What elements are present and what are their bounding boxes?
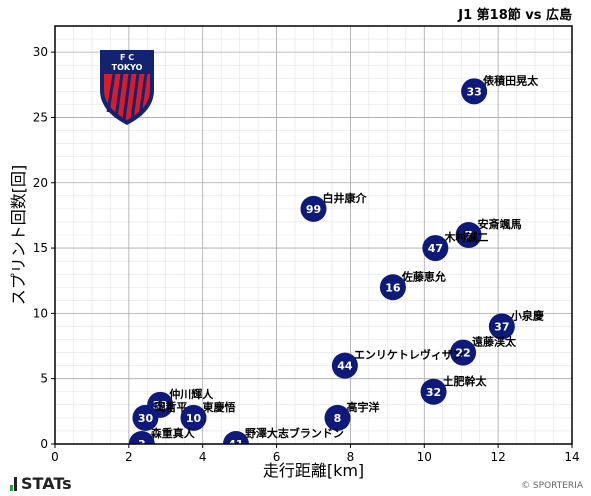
player-name-label: 仲川輝人: [169, 387, 214, 401]
y-axis-ticks: 0 5 10 15 20 25 30: [33, 45, 55, 451]
y-axis-label: スプリント回数[回]: [9, 165, 28, 306]
bar-chart-icon: [10, 476, 17, 491]
player-name-label: 小泉慶: [510, 308, 544, 322]
player-number-label: 44: [337, 360, 353, 373]
player-marker: [222, 431, 249, 444]
y-tick-label: 30: [33, 45, 48, 59]
x-tick-label: 4: [199, 450, 207, 464]
player-name-label: 佐藤恵允: [401, 269, 446, 283]
brand-name: STATs: [21, 474, 72, 493]
player-marker: [132, 404, 159, 431]
player-number-label: 16: [385, 281, 401, 294]
x-tick-label: 14: [564, 450, 579, 464]
player-name-label: 東慶悟: [202, 400, 235, 414]
data-points: 俵積田晃太33白井康介99安斎颯馬7木村誠二47佐藤恵允16小泉慶37遠藤渓太2…: [128, 73, 544, 451]
player-name-label: 野澤大志ブランドン: [245, 426, 344, 440]
y-tick-label: 10: [33, 306, 48, 320]
player-marker: [455, 222, 482, 248]
stats-brand: STATs: [10, 474, 72, 493]
x-tick-label: 6: [273, 450, 281, 464]
player-number-label: 10: [186, 412, 202, 425]
player-name-label: 遠藤渓太: [472, 335, 517, 349]
player-number-label: 7: [465, 229, 473, 242]
player-number-label: 22: [455, 347, 470, 360]
y-tick-label: 15: [33, 241, 48, 255]
player-number-label: 41: [228, 438, 243, 451]
player-point-8: 高宇洋 8: [324, 400, 380, 431]
logo-letters-mid: TOKYO: [112, 63, 143, 72]
copyright-credit: © SPORTERIA: [521, 481, 583, 491]
y-tick-label: 0: [40, 437, 48, 451]
player-marker: [300, 195, 327, 222]
player-marker: [180, 404, 207, 431]
logo-letters-top: F C: [120, 53, 134, 62]
player-name-label: エンリケトレヴィザン: [354, 348, 464, 362]
chart-title: J1 第18節 vs 広島: [457, 7, 572, 23]
player-marker: [450, 339, 477, 366]
player-name-label: 安斎颯馬: [478, 217, 522, 231]
player-point-3: 森重真人 3: [128, 426, 196, 451]
player-number-label: 32: [426, 386, 441, 399]
player-name-label: 高宇洋: [347, 400, 380, 414]
x-tick-label: 2: [125, 450, 133, 464]
player-marker: [420, 378, 447, 405]
player-number-label: 39: [153, 399, 168, 412]
player-marker: [488, 313, 515, 340]
x-tick-label: 12: [491, 450, 506, 464]
player-name-label: 岡哲平: [154, 400, 187, 414]
player-marker: [461, 78, 488, 105]
player-marker: [324, 404, 351, 431]
player-name-label: 森重真人: [151, 426, 196, 440]
player-marker: [331, 352, 358, 379]
player-marker: [422, 235, 449, 262]
player-number-label: 99: [306, 203, 321, 216]
team-logo: F C TOKYO: [100, 50, 154, 125]
player-marker: [128, 431, 155, 444]
player-number-label: 3: [138, 438, 146, 451]
player-number-label: 37: [494, 320, 509, 333]
player-name-label: 土肥幹太: [443, 374, 488, 388]
player-name-label: 俵積田晃太: [483, 73, 539, 87]
player-number-label: 30: [138, 412, 154, 425]
player-marker: [379, 274, 406, 301]
y-tick-label: 25: [33, 110, 48, 124]
player-number-label: 8: [334, 412, 342, 425]
points-layer: 俵積田晃太33白井康介99安斎颯馬7木村誠二47佐藤恵允16小泉慶37遠藤渓太2…: [128, 73, 544, 451]
x-axis-ticks: 0 2 4 6 8 10 12 14: [51, 444, 580, 464]
player-name-label: 木村誠二: [443, 230, 488, 244]
player-name-label: 白井康介: [323, 191, 368, 205]
player-point-7: 安斎颯馬 7: [455, 217, 522, 248]
player-number-label: 33: [466, 85, 481, 98]
y-tick-label: 5: [40, 372, 48, 386]
x-axis-label: 走行距離[km]: [263, 461, 364, 480]
player-number-label: 47: [428, 242, 443, 255]
x-tick-label: 0: [51, 450, 59, 464]
plot-frame: [54, 25, 573, 445]
x-tick-label: 8: [347, 450, 355, 464]
x-tick-label: 10: [417, 450, 432, 464]
y-tick-label: 20: [33, 176, 48, 190]
